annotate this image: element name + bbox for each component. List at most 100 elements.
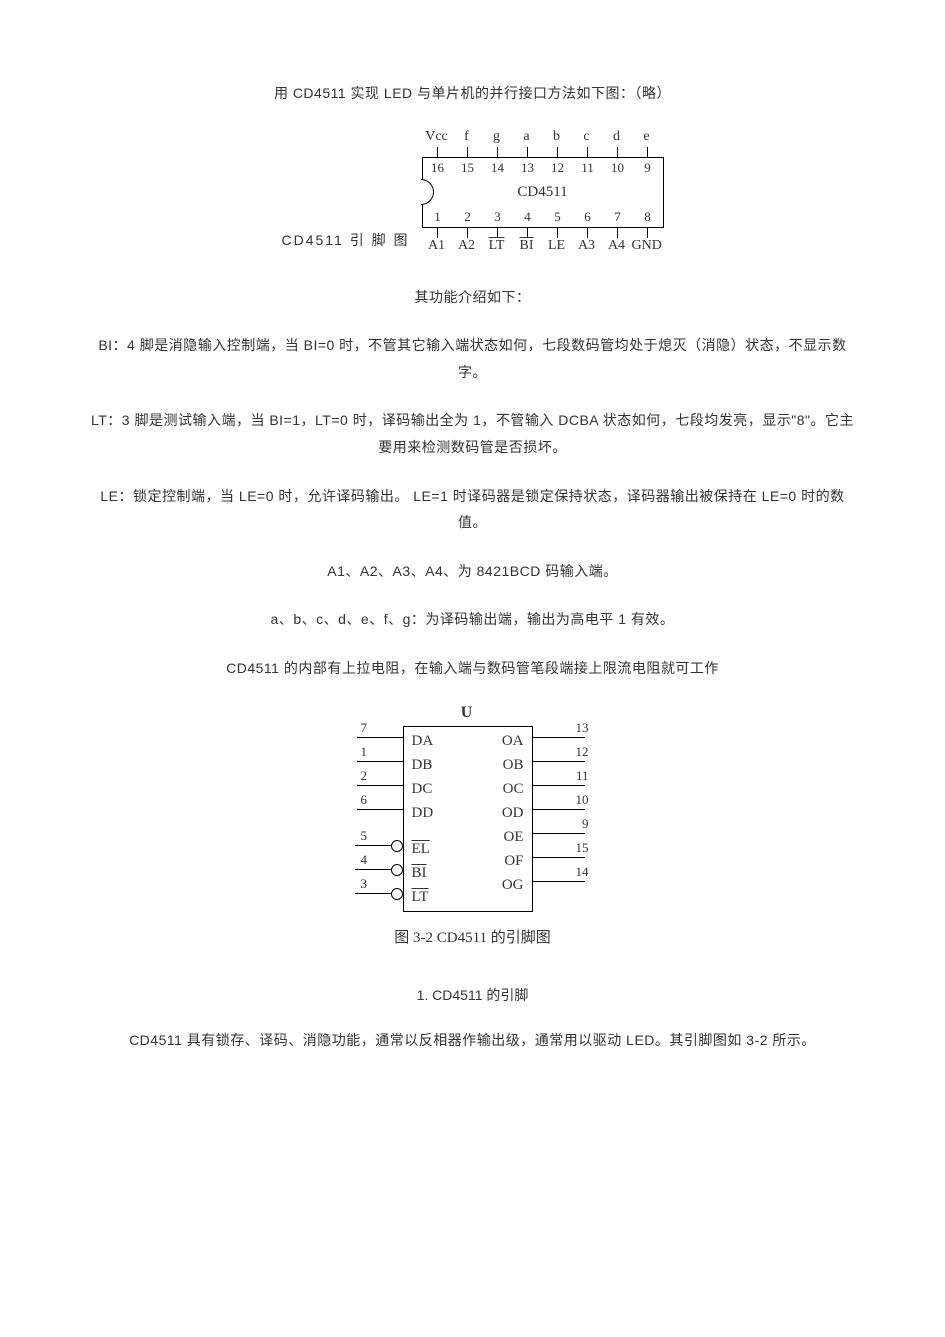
chip1-pin-label: 10 — [603, 158, 633, 178]
chip1-pin-label: 16 — [423, 158, 453, 178]
chip2-pin-label: DC — [404, 777, 468, 801]
chip2-left-pin: 2 — [343, 774, 403, 798]
chip2-left-pin: 4 — [343, 858, 403, 882]
chip2-right-pin: 13 — [533, 726, 603, 750]
chip1-pin-label: A1 — [422, 238, 452, 256]
chip1-pin-stub — [632, 228, 662, 238]
chip1-pin-stub — [602, 147, 632, 157]
chip1-pin-stub — [422, 228, 452, 238]
chip1-pin-stub — [602, 228, 632, 238]
chip2-pin-number: 5 — [361, 828, 368, 844]
paragraph-desc: CD4511 具有锁存、译码、消隐功能，通常以反相器作输出级，通常用以驱动 LE… — [90, 1027, 855, 1054]
chip1-pin-stub — [512, 147, 542, 157]
chip2-right-pin: 10 — [533, 798, 603, 822]
chip1-pin-label: 14 — [483, 158, 513, 178]
chip2-diagram: U 7126543 DADBDCDDELBILT OAOBOCODOEOFOG … — [343, 704, 603, 912]
chip1-pin-stub — [542, 228, 572, 238]
chip2-pin-label: OC — [468, 777, 532, 801]
chip1-pin-stub — [482, 147, 512, 157]
chip1-pin-label: 3 — [483, 207, 513, 227]
chip2-pin-label: OD — [468, 801, 532, 825]
chip2-pin-number: 10 — [576, 792, 589, 808]
chip2-pin-number: 9 — [582, 816, 589, 832]
chip1-pin-label: BI — [512, 238, 542, 256]
chip2-pin-label: OF — [468, 849, 532, 873]
chip2-right-pin: 15 — [533, 846, 603, 870]
paragraph-seg: a、b、c、d、e、f、g：为译码输出端，输出为高电平 1 有效。 — [90, 606, 855, 633]
chip1-pin-label: 6 — [573, 207, 603, 227]
chip2-left-pin: 5 — [343, 834, 403, 858]
chip2-pin-number: 4 — [361, 852, 368, 868]
chip2-pin-number: 11 — [576, 768, 589, 784]
chip2-caption: 图 3-2 CD4511 的引脚图 — [90, 926, 855, 947]
chip1-pin-label: 5 — [543, 207, 573, 227]
chip1-pin-label: c — [572, 129, 602, 147]
paragraph-a: A1、A2、A3、A4、为 8421BCD 码输入端。 — [90, 558, 855, 585]
chip1-center-label: CD4511 — [423, 178, 663, 207]
chip1-pin-label: 7 — [603, 207, 633, 227]
paragraph-bi: BI：4 脚是消隐输入控制端，当 BI=0 时，不管其它输入端状态如何，七段数码… — [90, 332, 855, 385]
figure-chip1: CD4511 引 脚 图 Vccfgabcde 161514131211109 … — [90, 129, 855, 256]
chip2-pin-label: LT — [404, 885, 468, 909]
chip1-pin-stub — [632, 147, 662, 157]
intro-line: 用 CD4511 实现 LED 与单片机的并行接口方法如下图：（略） — [90, 80, 855, 107]
chip2-pin-number: 1 — [361, 744, 368, 760]
chip2-pin-label: DB — [404, 753, 468, 777]
chip1-pin-stub — [452, 147, 482, 157]
chip1-pin-label: 15 — [453, 158, 483, 178]
chip2-right-pin: 12 — [533, 750, 603, 774]
chip2-pin-label: DD — [404, 801, 468, 825]
chip2-left-pin: 7 — [343, 726, 403, 750]
chip1-pin-label: f — [452, 129, 482, 147]
chip2-pin-label: EL — [404, 837, 468, 861]
chip1-pin-label: LE — [542, 238, 572, 256]
chip1-pin-label: A3 — [572, 238, 602, 256]
chip1-pin-label: A4 — [602, 238, 632, 256]
chip2-right-pin: 11 — [533, 774, 603, 798]
section-1-title: 1. CD4511 的引脚 — [90, 985, 855, 1005]
chip1-pin-stub — [422, 147, 452, 157]
chip1-pin-label: 9 — [633, 158, 663, 178]
chip1-pin-label: d — [602, 129, 632, 147]
chip1-diagram: Vccfgabcde 161514131211109 CD4511 123456… — [422, 129, 664, 256]
chip2-pin-number: 6 — [361, 792, 368, 808]
chip2-right-pin: 14 — [533, 870, 603, 894]
chip1-pin-label: A2 — [452, 238, 482, 256]
chip1-pin-stub — [482, 228, 512, 238]
chip2-left-pin: 3 — [343, 882, 403, 906]
chip2-inverter-bubble — [391, 888, 403, 900]
chip2-pin-label: OB — [468, 753, 532, 777]
chip1-caption: CD4511 引 脚 图 — [282, 230, 410, 256]
chip1-pin-stub — [542, 147, 572, 157]
chip2-pin-label: OE — [468, 825, 532, 849]
chip2-pin-number: 7 — [361, 720, 368, 736]
chip2-pin-number: 3 — [361, 876, 368, 892]
chip2-pin-number: 12 — [576, 744, 589, 760]
chip1-pin-label: 13 — [513, 158, 543, 178]
chip2-pin-label: OG — [468, 873, 532, 897]
chip1-pin-label: 4 — [513, 207, 543, 227]
chip2-pin-number: 13 — [576, 720, 589, 736]
document-page: 用 CD4511 实现 LED 与单片机的并行接口方法如下图：（略） CD451… — [0, 0, 945, 1135]
chip1-pin-label: LT — [482, 238, 512, 256]
paragraph-lt: LT：3 脚是测试输入端，当 BI=1，LT=0 时，译码输出全为 1，不管输入… — [90, 407, 855, 460]
chip2-pin-label: DA — [404, 729, 468, 753]
figure-chip2: U 7126543 DADBDCDDELBILT OAOBOCODOEOFOG … — [90, 704, 855, 947]
chip1-pin-label: g — [482, 129, 512, 147]
chip1-pin-label: GND — [632, 238, 662, 256]
chip2-inverter-bubble — [391, 864, 403, 876]
chip2-pin-number: 14 — [576, 864, 589, 880]
chip1-pin-label: 1 — [423, 207, 453, 227]
chip1-pin-stub — [512, 228, 542, 238]
chip2-pin-number: 15 — [576, 840, 589, 856]
chip1-pin-stub — [452, 228, 482, 238]
chip1-pin-label: 11 — [573, 158, 603, 178]
paragraph-le: LE：锁定控制端，当 LE=0 时，允许译码输出。 LE=1 时译码器是锁定保持… — [90, 483, 855, 536]
paragraph-pullup: CD4511 的内部有上拉电阻，在输入端与数码管笔段端接上限流电阻就可工作 — [90, 655, 855, 682]
chip2-left-pin: 1 — [343, 750, 403, 774]
chip2-pin-label: BI — [404, 861, 468, 885]
chip2-inverter-bubble — [391, 840, 403, 852]
chip1-pin-stub — [572, 228, 602, 238]
chip1-pin-label: e — [632, 129, 662, 147]
chip1-pin-label: Vcc — [422, 129, 452, 147]
